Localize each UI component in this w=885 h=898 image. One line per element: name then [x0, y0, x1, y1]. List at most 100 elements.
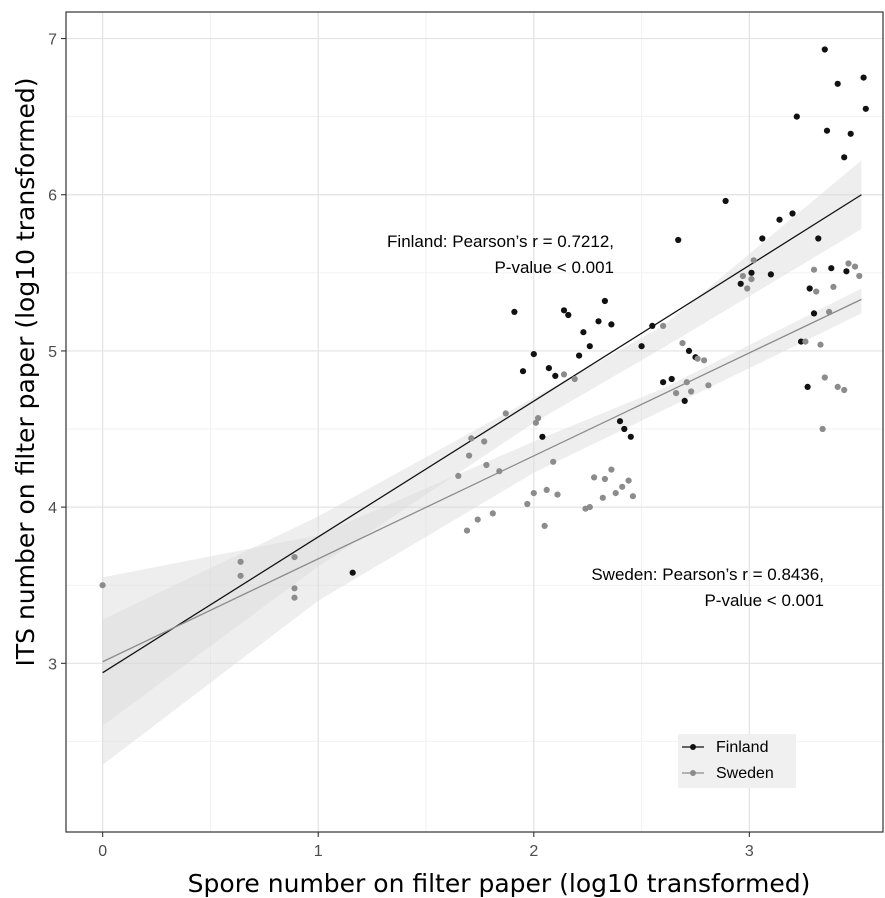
- point-sweden: [819, 425, 826, 433]
- point-finland: [586, 343, 593, 350]
- point-sweden: [688, 388, 695, 395]
- point-sweden: [601, 475, 609, 483]
- point-sweden: [524, 500, 531, 508]
- major-gridlines: [66, 12, 883, 832]
- legend-dot-finland: [690, 744, 696, 750]
- point-sweden: [291, 585, 298, 592]
- legend-dot-sweden: [690, 770, 696, 776]
- point-finland: [552, 372, 559, 379]
- point-finland: [843, 268, 850, 275]
- legend-label-sweden: Sweden: [716, 765, 774, 782]
- point-finland: [847, 130, 854, 137]
- finland-annotation: Finland: Pearson’s r = 0.7212, P-value <…: [387, 232, 614, 277]
- point-sweden: [826, 308, 833, 315]
- point-finland: [530, 351, 537, 358]
- point-sweden: [554, 491, 561, 498]
- point-finland: [748, 269, 755, 276]
- point-sweden: [530, 490, 537, 497]
- x-axis-title: Spore number on filter paper (log10 tran…: [188, 869, 811, 898]
- point-finland: [675, 236, 682, 244]
- point-sweden: [817, 341, 824, 348]
- point-sweden: [455, 472, 462, 479]
- y-tick-label: 4: [48, 500, 57, 517]
- point-sweden: [608, 466, 615, 473]
- point-finland: [862, 105, 869, 112]
- y-axis-title: ITS number on filter paper (log10 transf…: [11, 77, 40, 666]
- point-sweden: [748, 276, 755, 283]
- point-sweden: [291, 554, 298, 561]
- point-sweden: [550, 458, 557, 465]
- sweden-annotation-line-2: P-value < 0.001: [704, 591, 824, 610]
- point-sweden: [830, 283, 837, 290]
- x-tick-label: 0: [98, 843, 107, 860]
- point-sweden: [612, 490, 619, 497]
- point-sweden: [502, 410, 509, 417]
- point-finland: [722, 197, 729, 205]
- point-sweden: [237, 558, 244, 565]
- y-tick-label: 5: [48, 344, 57, 361]
- point-sweden: [744, 285, 751, 292]
- point-sweden: [694, 355, 701, 362]
- point-sweden: [571, 375, 578, 383]
- point-finland: [767, 271, 775, 278]
- point-finland: [821, 46, 828, 53]
- point-finland: [828, 265, 835, 272]
- point-sweden: [99, 582, 106, 589]
- point-finland: [621, 425, 628, 433]
- fit-line-finland: [102, 194, 862, 674]
- point-sweden: [739, 272, 747, 280]
- point-finland: [638, 343, 645, 350]
- point-sweden: [591, 474, 598, 481]
- point-sweden: [535, 415, 542, 422]
- point-sweden: [673, 390, 680, 397]
- legend: Finland Sweden: [678, 734, 796, 788]
- point-sweden: [463, 527, 471, 534]
- point-finland: [681, 397, 688, 404]
- sweden-annotation-line-1: Sweden: Pearson’s r = 0.8436,: [591, 565, 824, 584]
- point-sweden: [802, 338, 809, 345]
- point-sweden: [543, 486, 550, 493]
- point-sweden: [541, 522, 548, 530]
- point-sweden: [841, 386, 848, 394]
- minor-gridlines: [66, 12, 883, 832]
- point-sweden: [483, 461, 490, 469]
- point-sweden: [705, 382, 712, 389]
- point-finland: [804, 383, 811, 390]
- point-finland: [511, 308, 518, 315]
- point-finland: [560, 307, 568, 314]
- x-tick-label: 3: [745, 843, 754, 860]
- legend-item-finland: Finland: [682, 739, 768, 756]
- point-sweden: [660, 322, 667, 329]
- point-sweden: [586, 504, 593, 511]
- point-sweden: [683, 379, 690, 386]
- point-finland: [668, 375, 675, 383]
- point-sweden: [474, 516, 481, 523]
- point-sweden: [813, 288, 820, 295]
- finland-annotation-line-2: P-value < 0.001: [494, 258, 614, 277]
- point-finland: [841, 154, 848, 161]
- point-sweden: [466, 452, 473, 459]
- point-finland: [660, 379, 667, 386]
- point-finland: [759, 235, 766, 242]
- point-sweden: [625, 477, 632, 484]
- point-finland: [565, 311, 572, 319]
- point-sweden: [532, 419, 540, 426]
- point-sweden: [468, 435, 475, 442]
- fit-line-sweden: [102, 298, 862, 663]
- point-finland: [627, 433, 634, 440]
- point-finland: [798, 338, 805, 345]
- finland-annotation-line-1: Finland: Pearson’s r = 0.7212,: [387, 232, 614, 251]
- legend-label-finland: Finland: [716, 739, 768, 756]
- point-finland: [685, 347, 693, 354]
- point-finland: [806, 285, 813, 292]
- point-sweden: [481, 438, 488, 445]
- point-finland: [349, 569, 356, 576]
- point-finland: [539, 433, 546, 440]
- point-finland: [860, 74, 867, 81]
- point-finland: [737, 280, 744, 287]
- point-finland: [580, 329, 587, 336]
- point-sweden: [679, 340, 686, 347]
- plot-border: [65, 11, 884, 833]
- point-finland: [793, 113, 800, 120]
